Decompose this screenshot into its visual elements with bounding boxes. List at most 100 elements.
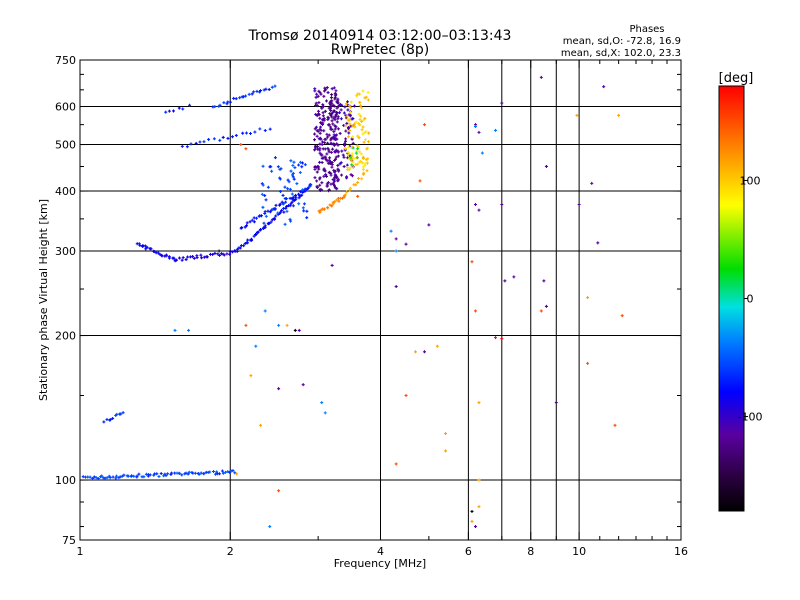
data-point — [586, 296, 590, 300]
data-point — [602, 85, 606, 89]
data-point — [477, 130, 481, 134]
data-point — [350, 163, 354, 167]
data-point — [318, 131, 322, 135]
data-point — [338, 131, 342, 135]
data-point — [344, 129, 348, 133]
data-point — [335, 110, 339, 114]
data-point — [240, 226, 244, 230]
data-point — [343, 105, 347, 109]
data-point — [394, 249, 398, 253]
data-point — [267, 88, 271, 92]
data-point — [500, 337, 504, 341]
data-point — [422, 350, 426, 354]
data-point — [322, 207, 326, 211]
data-point — [228, 252, 232, 256]
data-point — [346, 150, 350, 154]
data-point — [318, 91, 322, 95]
data-point — [362, 171, 366, 175]
data-point — [342, 165, 346, 169]
data-point — [325, 152, 329, 156]
data-point — [276, 165, 280, 169]
data-point — [149, 247, 153, 251]
data-point — [260, 192, 264, 196]
data-point — [329, 125, 333, 129]
data-point — [332, 168, 336, 172]
data-point — [268, 127, 272, 131]
data-point — [332, 104, 336, 108]
data-point — [360, 119, 364, 123]
data-point — [330, 87, 334, 91]
data-point — [544, 304, 548, 308]
data-point — [336, 177, 340, 181]
data-point — [364, 158, 368, 162]
data-point — [336, 101, 340, 105]
data-point — [346, 108, 350, 112]
data-point — [329, 173, 333, 177]
data-point — [356, 194, 360, 198]
data-point — [277, 323, 281, 327]
data-point — [155, 472, 159, 476]
data-point — [286, 187, 290, 191]
data-point — [259, 214, 263, 218]
data-point — [277, 387, 281, 391]
data-point — [315, 179, 319, 183]
data-point — [473, 202, 477, 206]
data-point — [303, 163, 307, 167]
data-point — [325, 99, 329, 103]
data-point — [360, 161, 364, 165]
data-point — [306, 186, 310, 190]
data-point — [360, 128, 364, 132]
data-point — [173, 328, 177, 332]
data-point — [226, 470, 230, 474]
data-point — [349, 173, 353, 177]
data-point — [215, 470, 219, 474]
data-point — [314, 125, 318, 129]
data-point — [276, 211, 280, 215]
data-point — [330, 165, 334, 169]
data-point — [336, 97, 340, 101]
data-point — [247, 92, 251, 96]
data-point — [91, 476, 95, 480]
data-point — [267, 221, 271, 225]
data-point — [200, 256, 204, 260]
data-point — [323, 411, 327, 415]
data-point — [261, 205, 265, 209]
data-point — [539, 75, 543, 79]
data-point — [335, 137, 339, 141]
data-point — [263, 309, 267, 313]
data-point — [298, 171, 302, 175]
data-point — [244, 147, 248, 151]
data-point — [226, 136, 230, 140]
data-point — [308, 182, 312, 186]
data-point — [596, 241, 600, 245]
data-point — [320, 161, 324, 165]
data-point — [178, 471, 182, 475]
data-point — [330, 93, 334, 97]
data-point — [313, 176, 317, 180]
data-point — [292, 177, 296, 181]
data-point — [322, 118, 326, 122]
data-point — [329, 150, 333, 154]
data-point — [322, 94, 326, 98]
data-point — [356, 145, 360, 149]
data-point — [317, 137, 321, 141]
data-point — [335, 106, 339, 110]
data-point — [313, 138, 317, 142]
phase-stats-o: mean, sd,O: -72.8, 16.9 — [563, 36, 681, 47]
data-point — [202, 472, 206, 476]
data-point — [238, 96, 242, 100]
data-point — [259, 89, 262, 93]
data-point — [352, 104, 356, 108]
data-point — [324, 156, 328, 160]
data-point — [473, 525, 477, 529]
data-point — [305, 209, 309, 213]
data-point — [284, 200, 288, 204]
data-point — [288, 217, 292, 221]
data-point — [187, 470, 191, 474]
data-point — [230, 135, 234, 139]
data-point — [340, 173, 344, 177]
data-point — [355, 149, 359, 153]
data-point — [278, 210, 282, 214]
data-point — [315, 185, 319, 189]
data-point — [320, 106, 324, 110]
